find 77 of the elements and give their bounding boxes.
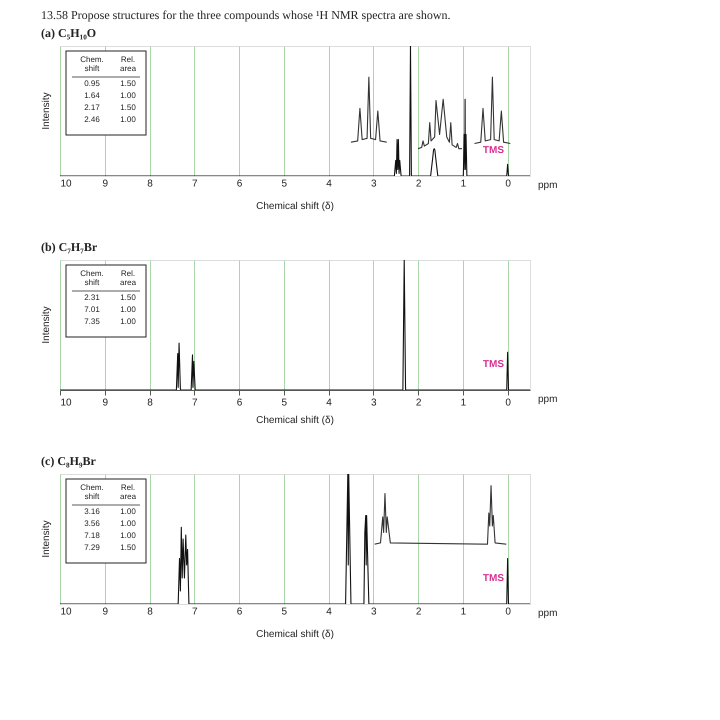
x-tick-label: 2 (416, 178, 422, 190)
x-tick-label: 5 (282, 398, 288, 408)
text: ppm (538, 608, 558, 619)
x-tick-label: 0 (505, 398, 512, 408)
x-tick-label: 5 (282, 178, 288, 190)
x-tick-label: 0 (505, 178, 512, 190)
x-tick-label: 6 (236, 178, 243, 190)
annotation: 1.50 (120, 293, 136, 302)
x-tick-label: 8 (147, 606, 154, 618)
x-tick-label: 1 (460, 398, 467, 408)
annotation: Rel. area (120, 483, 137, 501)
annotation: TMS (482, 359, 504, 370)
x-tick-label: 4 (326, 398, 332, 408)
annotation: 2.46 (84, 115, 100, 124)
annotation: Rel. area (120, 55, 137, 73)
annotation: TMS (482, 145, 504, 156)
x-tick-label: 8 (147, 178, 154, 190)
x-axis-title: Chemical shift (δ) (256, 201, 334, 212)
x-tick-label: 3 (371, 606, 378, 618)
annotation: 1.00 (120, 507, 136, 516)
x-tick-label: 9 (102, 178, 108, 190)
annotation: Chem. shift (80, 483, 104, 501)
chart-subtitle: (a) C₅H₁₀O (41, 26, 96, 40)
x-tick-label: 1 (460, 606, 467, 618)
x-axis-title: Chemical shift (δ) (256, 629, 334, 640)
annotation: 1.50 (120, 543, 136, 552)
x-tick-label: 4 (326, 606, 332, 618)
annotation: Chem. shift (80, 55, 104, 73)
x-tick-label: 9 (102, 398, 108, 408)
x-tick-label: 6 (236, 606, 243, 618)
annotation: 0.95 (84, 79, 100, 88)
annotation: 1.00 (120, 519, 136, 528)
x-tick-label: 6 (236, 398, 243, 408)
x-tick-label: 9 (102, 606, 108, 618)
text: ppm (538, 394, 558, 405)
annotation: 1.00 (120, 317, 136, 326)
x-tick-label: 0 (505, 606, 512, 618)
x-tick-label: 10 (60, 606, 72, 618)
annotation: Rel. area (120, 269, 137, 287)
x-tick-label: 4 (326, 178, 332, 190)
x-tick-label: 10 (60, 398, 72, 408)
annotation: 1.00 (120, 531, 136, 540)
annotation: 7.29 (84, 543, 100, 552)
x-tick-label: 3 (371, 398, 378, 408)
x-tick-label: 8 (147, 398, 154, 408)
x-tick-label: 10 (60, 178, 72, 190)
x-tick-label: 2 (416, 606, 422, 618)
x-tick-label: 2 (416, 398, 422, 408)
annotation: 3.16 (84, 507, 100, 516)
annotation: 1.00 (120, 305, 136, 314)
annotation: 7.01 (84, 305, 100, 314)
annotation: 1.00 (120, 91, 136, 100)
chart-subtitle: (b) C₇H₇Br (41, 240, 98, 254)
x-tick-label: 7 (192, 606, 198, 618)
y-axis-title: Intensity (41, 306, 52, 344)
annotation: TMS (482, 573, 504, 584)
annotation: 7.35 (84, 317, 100, 326)
y-axis-title: Intensity (41, 92, 52, 130)
x-tick-label: 7 (192, 178, 198, 190)
annotation: 7.18 (84, 531, 100, 540)
chart-subtitle: (c) C₈H₉Br (41, 454, 97, 468)
x-tick-label: 3 (371, 178, 378, 190)
annotation: 3.56 (84, 519, 100, 528)
x-tick-label: 1 (460, 178, 467, 190)
chart-title: 13.58 Propose structures for the three compounds whose ¹H NMR spectra are shown. (41, 8, 451, 22)
annotation: 1.50 (120, 79, 136, 88)
annotation: Chem. shift (80, 269, 104, 287)
annotation: 2.31 (84, 293, 100, 302)
x-tick-label: 5 (282, 606, 288, 618)
y-axis-title: Intensity (41, 520, 52, 558)
annotation: 2.17 (84, 103, 100, 112)
annotation: 1.00 (120, 115, 136, 124)
x-axis-title: Chemical shift (δ) (256, 415, 334, 426)
x-tick-label: 7 (192, 398, 198, 408)
annotation: 1.64 (84, 91, 100, 100)
text: ppm (538, 180, 558, 191)
annotation: 1.50 (120, 103, 136, 112)
